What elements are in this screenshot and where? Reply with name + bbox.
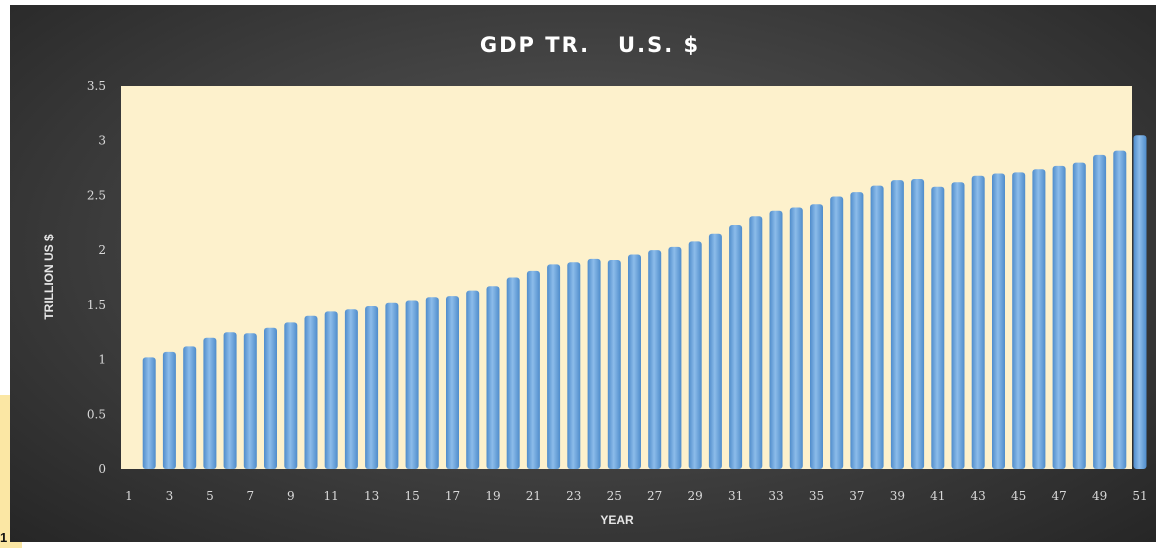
bar: [284, 322, 298, 469]
bar: [425, 297, 439, 469]
bar: [587, 258, 601, 469]
y-axis-title: TRILLION US $: [42, 234, 56, 320]
bar: [789, 207, 803, 469]
bar: [466, 290, 480, 469]
y-tick-label: 3: [98, 134, 106, 148]
y-tick-label: 0.5: [87, 407, 106, 421]
bar: [951, 182, 965, 470]
bar: [708, 233, 722, 469]
x-tick-label: 17: [445, 489, 460, 503]
bar: [911, 179, 925, 469]
x-tick-label: 27: [647, 489, 662, 503]
x-tick-label: 13: [364, 489, 379, 503]
x-tick-label: 33: [768, 489, 783, 503]
bar: [729, 225, 743, 469]
bar: [870, 185, 884, 469]
x-tick-label: 43: [971, 489, 986, 503]
bar: [607, 260, 621, 469]
x-tick-label: 11: [324, 489, 339, 503]
y-tick-label: 1: [98, 353, 106, 367]
bar: [243, 333, 257, 469]
x-tick-label: 1: [125, 489, 133, 503]
x-tick-label: 51: [1132, 489, 1147, 503]
bar: [1012, 172, 1026, 469]
bar: [1032, 169, 1046, 469]
chart-title: GDP TR. U.S. $: [480, 33, 700, 57]
x-tick-label: 35: [809, 489, 824, 503]
x-tick-label: 39: [890, 489, 905, 503]
bar: [183, 346, 197, 469]
bar: [1093, 154, 1107, 469]
bar: [830, 196, 844, 469]
bar: [1052, 165, 1066, 469]
x-axis: 1 3 5 7 9 11 13 15 17 19 21 23 25 27 29 31 33 35 37 39 41 43 4…: [125, 489, 1147, 503]
x-tick-label: 7: [246, 489, 254, 503]
bar: [992, 173, 1005, 469]
x-tick-label: 41: [930, 489, 945, 503]
bar: [547, 264, 561, 469]
bar: [1072, 162, 1086, 469]
bar: [446, 296, 459, 469]
y-tick-label: 1.5: [87, 298, 106, 312]
x-tick-label: 15: [404, 489, 419, 503]
y-tick-label: 3.5: [87, 79, 106, 93]
x-tick-label: 49: [1092, 489, 1107, 503]
bar: [971, 175, 985, 469]
bar: [749, 216, 763, 469]
bar: [648, 250, 662, 469]
y-axis: 0 0.5 1 1.5 2 2.5 3 3.5: [87, 79, 106, 476]
bar: [506, 277, 520, 469]
bar: [628, 254, 641, 469]
bar: [344, 309, 358, 469]
bar: [688, 241, 702, 469]
x-axis-title: YEAR: [600, 513, 634, 527]
x-tick-label: 37: [849, 489, 864, 503]
y-tick-label: 2: [98, 243, 106, 257]
bar: [526, 270, 540, 469]
bar: [203, 337, 217, 469]
x-tick-label: 21: [526, 489, 541, 503]
bar: [385, 302, 399, 469]
x-tick-label: 23: [566, 489, 581, 503]
bar: [304, 315, 318, 469]
bar: [162, 351, 176, 469]
bar: [223, 332, 237, 469]
corner-mark: 1: [0, 530, 8, 545]
x-tick-label: 47: [1051, 489, 1066, 503]
x-tick-label: 45: [1011, 489, 1026, 503]
x-tick-label: 3: [166, 489, 174, 503]
bar: [769, 210, 783, 469]
bar: [324, 311, 338, 469]
x-tick-label: 19: [485, 489, 500, 503]
chart-card: GDP TR. U.S. $ 0 0.5 1 1.5 2 2.5 3 3.5 1 3 5 7 9 11 1…: [10, 5, 1156, 542]
bar: [931, 186, 945, 469]
x-tick-label: 31: [728, 489, 743, 503]
bar: [850, 192, 864, 469]
bar-series: [142, 135, 1147, 470]
x-tick-label: 5: [206, 489, 214, 503]
bar: [1113, 150, 1127, 469]
x-tick-label: 25: [607, 489, 622, 503]
bar: [264, 327, 277, 469]
bar: [810, 204, 823, 469]
y-tick-label: 2.5: [87, 188, 106, 202]
bar: [1133, 135, 1147, 469]
x-tick-label: 9: [287, 489, 295, 503]
y-tick-label: 0: [98, 462, 106, 476]
bar: [365, 306, 379, 469]
gdp-bar-chart: GDP TR. U.S. $ 00.511.522.533.5 1 3 5 7 9 11 1…: [42, 33, 1148, 527]
bar: [486, 286, 500, 469]
x-tick-label: 29: [688, 489, 703, 503]
bar: [142, 357, 156, 469]
bar: [668, 246, 682, 469]
bar: [405, 300, 419, 469]
bar: [890, 180, 904, 469]
bar: [567, 262, 581, 469]
